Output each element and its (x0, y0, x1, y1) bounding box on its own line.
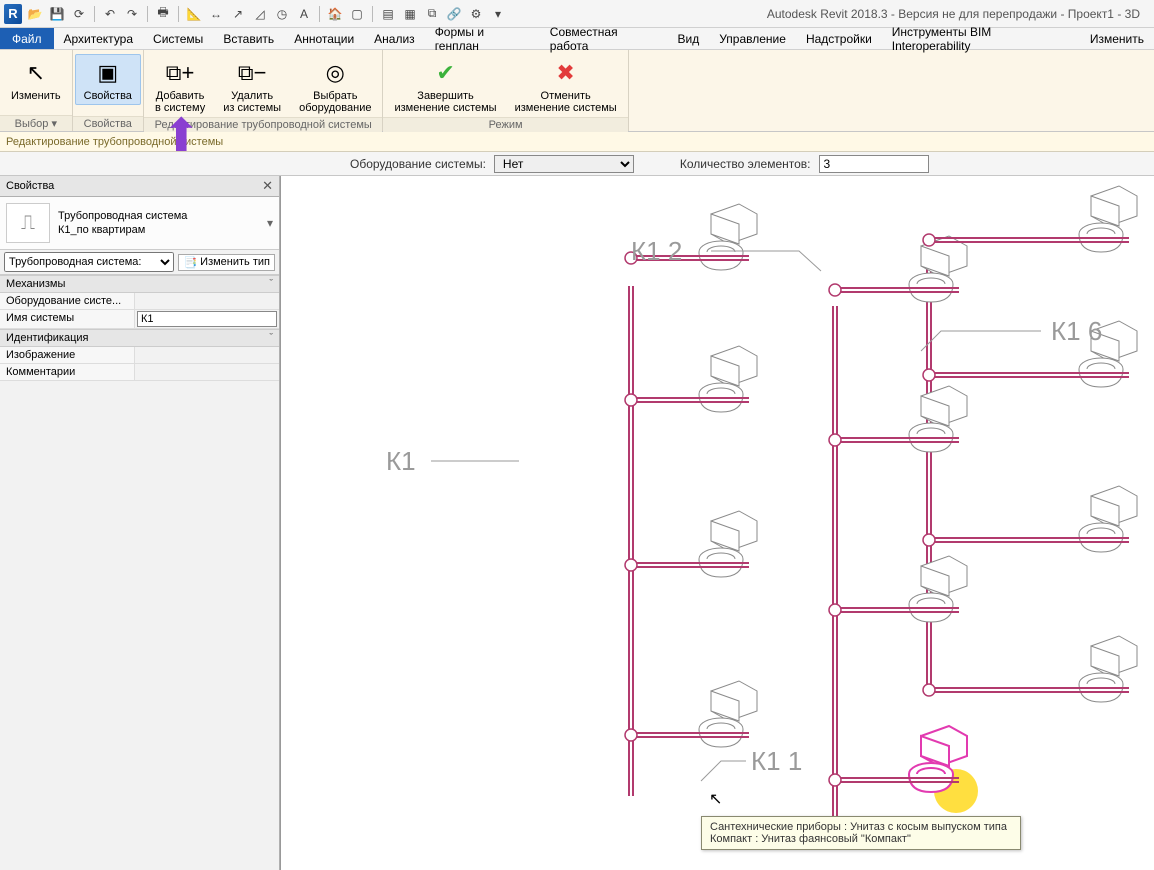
thin-lines-icon[interactable]: ▤ (379, 5, 397, 23)
dropdown-icon[interactable]: ▾ (489, 5, 507, 23)
undo-icon[interactable]: ↶ (101, 5, 119, 23)
property-row: Имя системы (0, 310, 279, 329)
menu-item[interactable]: Вид (668, 28, 710, 49)
tag-icon[interactable]: ◿ (251, 5, 269, 23)
main-area: Свойства ✕ ⎍ Трубопроводная система К1_п… (0, 176, 1154, 870)
ribbon-props-button[interactable]: ▣Свойства (75, 54, 141, 105)
align-dim-icon[interactable]: ↔ (207, 5, 225, 23)
chevron-down-icon[interactable]: ▾ (267, 216, 273, 230)
hover-tooltip: Сантехнические приборы : Унитаз с косым … (701, 816, 1021, 850)
revit-logo: R (4, 4, 22, 24)
property-row: Изображение (0, 347, 279, 364)
property-row: Комментарии (0, 364, 279, 381)
context-bar: Редактирование трубопроводной системы (0, 132, 1154, 152)
text-icon[interactable]: A (295, 5, 313, 23)
property-row: Оборудование систе... (0, 293, 279, 310)
close-hidden-icon[interactable]: ▦ (401, 5, 419, 23)
type-selector[interactable]: ⎍ Трубопроводная система К1_по квартирам… (0, 197, 279, 250)
menu-item[interactable]: Изменить (1080, 28, 1154, 49)
menu-item[interactable]: Аннотации (284, 28, 364, 49)
properties-header: Свойства ✕ (0, 176, 279, 197)
equip-label: Оборудование системы: (350, 157, 486, 171)
manage-icon[interactable]: ⚙ (467, 5, 485, 23)
menu-item[interactable]: Совместная работа (540, 28, 668, 49)
menu-item[interactable]: Управление (709, 28, 796, 49)
switch-win-icon[interactable]: ⧉ (423, 5, 441, 23)
ribbon-modify-button[interactable]: ↖Изменить (2, 54, 70, 105)
sync-icon[interactable]: ⟳ (70, 5, 88, 23)
link-icon[interactable]: 🔗 (445, 5, 463, 23)
3d-icon[interactable]: 🏠 (326, 5, 344, 23)
spot-icon[interactable]: ↗ (229, 5, 247, 23)
save-icon[interactable]: 💾 (48, 5, 66, 23)
options-bar: Оборудование системы: Нет Количество эле… (0, 152, 1154, 176)
system-tag: К1 1 (751, 746, 802, 777)
file-menu[interactable]: Файл (0, 28, 54, 49)
menu-item[interactable]: Архитектура (54, 28, 144, 49)
viewport-3d[interactable]: ↖ К1 2 К1 6 К1 К1 1 Сантехнические приборы … (280, 176, 1154, 870)
menu-item[interactable]: Вставить (213, 28, 284, 49)
menubar: Файл АрхитектураСистемыВставитьАннотации… (0, 28, 1154, 50)
edit-type-button[interactable]: 📑 Изменить тип (178, 254, 275, 271)
type-text: Трубопроводная система К1_по квартирам (58, 209, 187, 237)
context-text: Редактирование трубопроводной системы (6, 136, 223, 148)
measure-icon[interactable]: 📐 (185, 5, 203, 23)
property-input[interactable] (137, 311, 277, 327)
count-label: Количество элементов: (680, 157, 811, 171)
menu-item[interactable]: Системы (143, 28, 213, 49)
ribbon-select-button[interactable]: ◎Выбратьоборудование (290, 54, 380, 117)
edit-type-icon: 📑 (183, 256, 197, 269)
ribbon-add-button[interactable]: ⧉+Добавитьв систему (146, 54, 214, 117)
prop-category[interactable]: Идентификацияˇ (0, 329, 279, 347)
system-tag: К1 6 (1051, 316, 1102, 347)
svg-text:↖: ↖ (709, 791, 722, 808)
level-icon[interactable]: ◷ (273, 5, 291, 23)
app-title: Autodesk Revit 2018.3 - Версия не для пе… (767, 7, 1150, 21)
system-tag: К1 (386, 446, 416, 477)
properties-filter[interactable]: Трубопроводная система: (4, 252, 174, 272)
count-input[interactable] (819, 155, 929, 173)
open-icon[interactable]: 📂 (26, 5, 44, 23)
menu-item[interactable]: Формы и генплан (425, 28, 540, 49)
menu-item[interactable]: Анализ (364, 28, 425, 49)
equip-select[interactable]: Нет (494, 155, 634, 173)
system-tag: К1 2 (631, 236, 682, 267)
redo-icon[interactable]: ↷ (123, 5, 141, 23)
prop-category[interactable]: Механизмыˇ (0, 275, 279, 293)
properties-palette: Свойства ✕ ⎍ Трубопроводная система К1_п… (0, 176, 280, 870)
ribbon-finish-button[interactable]: ✔Завершитьизменение системы (385, 54, 505, 117)
menu-item[interactable]: Инструменты BIM Interoperability (882, 28, 1080, 49)
close-icon[interactable]: ✕ (262, 178, 273, 194)
print-icon[interactable]: 🖶 (154, 5, 172, 23)
type-thumb-icon: ⎍ (6, 203, 50, 243)
ribbon-remove-button[interactable]: ⧉−Удалитьиз системы (214, 54, 290, 117)
menu-item[interactable]: Надстройки (796, 28, 882, 49)
ribbon-cancel-button[interactable]: ✖Отменитьизменение системы (506, 54, 626, 117)
section-icon[interactable]: ▢ (348, 5, 366, 23)
properties-title: Свойства (6, 180, 54, 192)
ribbon: ↖ИзменитьВыбор ▾▣СвойстваСвойства⧉+Добав… (0, 50, 1154, 132)
